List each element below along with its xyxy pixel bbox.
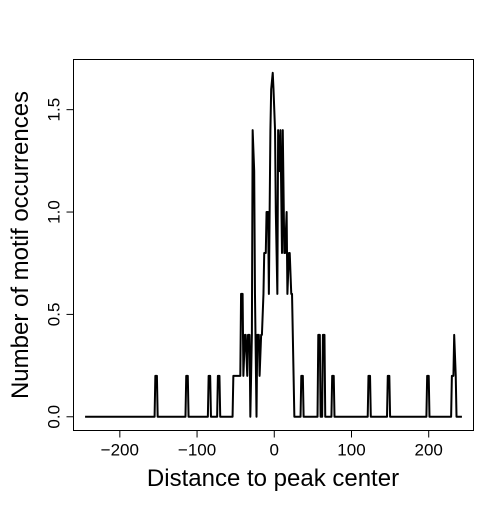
x-axis: −200 −100 0 100 200 xyxy=(101,430,443,460)
plot-frame xyxy=(73,59,474,431)
x-tick-label: −200 xyxy=(101,441,139,460)
y-tick-label: 1.0 xyxy=(45,200,64,224)
x-tick-label: 200 xyxy=(415,441,443,460)
series-line xyxy=(85,71,462,418)
x-tick-label: 0 xyxy=(270,441,279,460)
y-axis-title: Number of motif occurrences xyxy=(7,91,34,399)
x-axis-title: Distance to peak center xyxy=(147,465,399,492)
y-tick-label: 0.0 xyxy=(45,405,64,429)
x-tick-label: −100 xyxy=(178,441,216,460)
y-axis: 0.0 0.5 1.0 1.5 xyxy=(45,98,74,429)
y-tick-label: 0.5 xyxy=(45,303,64,327)
x-tick-label: 100 xyxy=(337,441,365,460)
y-tick-label: 1.5 xyxy=(45,98,64,122)
